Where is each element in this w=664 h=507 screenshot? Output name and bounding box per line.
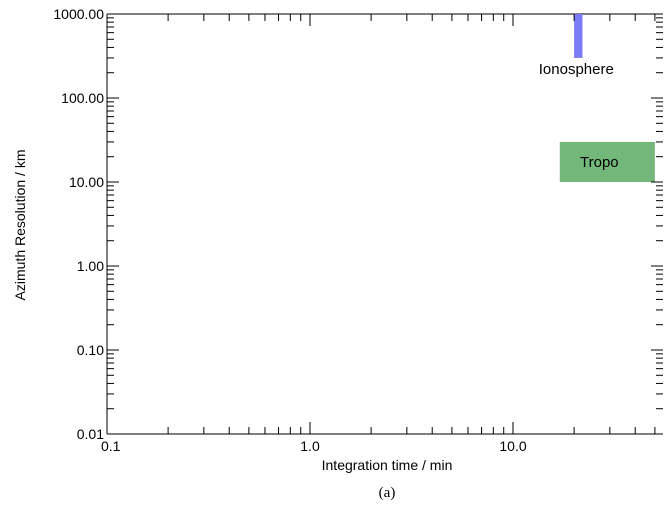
y-tick-label: 0.10 [77,342,104,358]
y-axis-title: Azimuth Resolution / km [12,150,28,301]
x-tick-label: 1.0 [300,438,320,454]
x-tick-label: 10.0 [499,438,526,454]
figure-caption: (a) [379,485,396,501]
y-tick-label: 0.01 [77,426,104,442]
ticks-layer [106,13,663,435]
x-axis-title: Integration time / min [322,457,453,473]
y-tick-label: 100.00 [61,90,104,106]
y-tick-label: 10.00 [69,174,104,190]
region-label-ionosphere: Ionosphere [539,61,614,78]
x-tick-label: 0.1 [101,438,121,454]
plot-frame [106,13,663,435]
region-label-tropo: Tropo [580,154,619,171]
tick-labels-layer: 0.01 0.10 1.00 10.00 100.00 1000.00 0.1 1.0 10.0 [53,6,526,454]
y-tick-label: 1.00 [77,258,104,274]
y-tick-label: 1000.00 [53,6,104,22]
region-ionosphere [574,14,583,58]
region-tropo [559,141,655,182]
regions-layer: Ionosphere Tropo [539,14,655,182]
